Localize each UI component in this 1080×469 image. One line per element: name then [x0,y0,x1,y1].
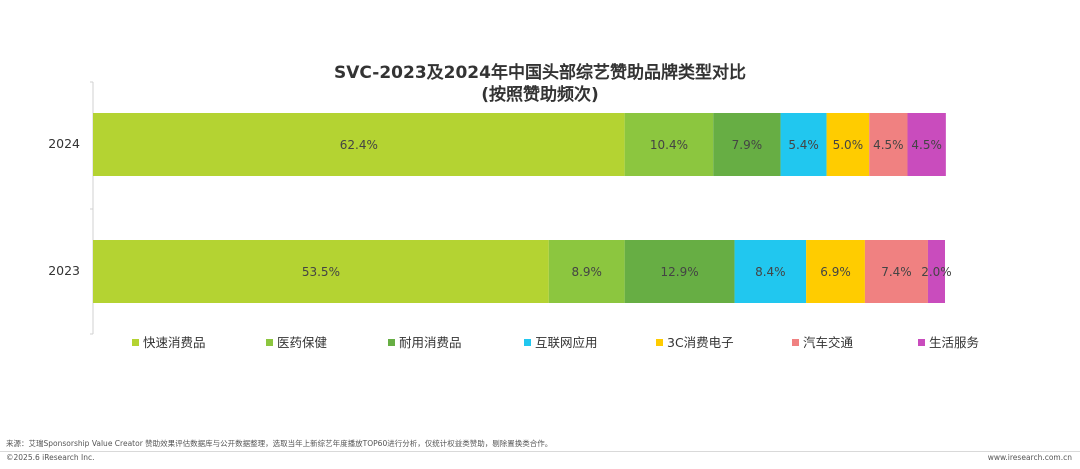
bar-segment-2023-0 [93,240,549,303]
data-label-2024-4: 5.0% [833,138,864,152]
data-label-2024-6: 4.5% [911,138,942,152]
source-note: 来源：艾瑞Sponsorship Value Creator 赞助效果评估数据库… [6,439,553,448]
data-label-2024-1: 10.4% [650,138,688,152]
data-label-2023-3: 8.4% [755,265,786,279]
legend-swatch [132,339,139,346]
legend-item-0: 快速消费品 [132,332,206,351]
legend-swatch [524,339,531,346]
bar-segment-2024-4 [826,113,870,176]
bar-segment-2023-1 [548,240,625,303]
legend-item-2: 耐用消费品 [388,332,462,351]
bar-segment-2023-2 [624,240,735,303]
legend-swatch [388,339,395,346]
data-label-2024-3: 5.4% [788,138,819,152]
data-label-2023-1: 8.9% [571,265,602,279]
footer-divider [0,451,1080,452]
data-label-2023-0: 53.5% [302,265,340,279]
legend-item-4: 3C消费电子 [656,332,734,351]
data-label-2023-2: 12.9% [661,265,699,279]
bar-segment-2023-5 [864,240,928,303]
data-label-2024-0: 62.4% [340,138,378,152]
stacked-bar-chart: 62.4% 10.4% 7.9% 5.4% 5.0% 4.5% 4.5% 53.5% 8.9% 1… [90,81,952,335]
legend-label: 3C消费电子 [667,335,734,350]
copyright-text: ©2025.6 iResearch Inc. [6,453,95,462]
bar-segment-2023-6 [927,240,945,303]
bar-segment-2024-5 [869,113,908,176]
legend-item-5: 汽车交通 [792,332,853,351]
y-tick-label-2024: 2024 [48,135,80,151]
data-label-2023-6: 2.0% [921,265,952,279]
legend-label: 快速消费品 [143,335,206,350]
legend-swatch [792,339,799,346]
legend-swatch [656,339,663,346]
legend-label: 医药保健 [277,335,328,350]
bar-segment-2024-3 [780,113,827,176]
chart-subtitle: (按照赞助频次) [481,85,599,105]
legend-label: 耐用消费品 [399,335,462,350]
legend-item-6: 生活服务 [918,332,979,351]
legend-label: 汽车交通 [803,335,854,350]
bar-segment-2024-1 [624,113,714,176]
legend-label: 生活服务 [929,335,980,350]
bar-segment-2024-2 [713,113,781,176]
bar-segment-2023-4 [806,240,865,303]
data-label-2023-4: 6.9% [820,265,851,279]
data-label-2024-5: 4.5% [873,138,904,152]
data-label-2024-2: 7.9% [732,138,763,152]
legend-label: 互联网应用 [535,335,598,350]
website-link[interactable]: www.iresearch.com.cn [987,453,1072,462]
data-label-2023-5: 7.4% [881,265,912,279]
legend-swatch [266,339,273,346]
legend-item-3: 互联网应用 [524,332,598,351]
y-tick-label-2023: 2023 [48,262,80,278]
legend-item-1: 医药保健 [266,332,327,351]
chart-title: SVC-2023及2024年中国头部综艺赞助品牌类型对比 [334,63,746,83]
bar-segment-2024-0 [93,113,625,176]
bar-segment-2024-6 [907,113,946,176]
bar-segment-2023-3 [734,240,807,303]
legend-swatch [918,339,925,346]
